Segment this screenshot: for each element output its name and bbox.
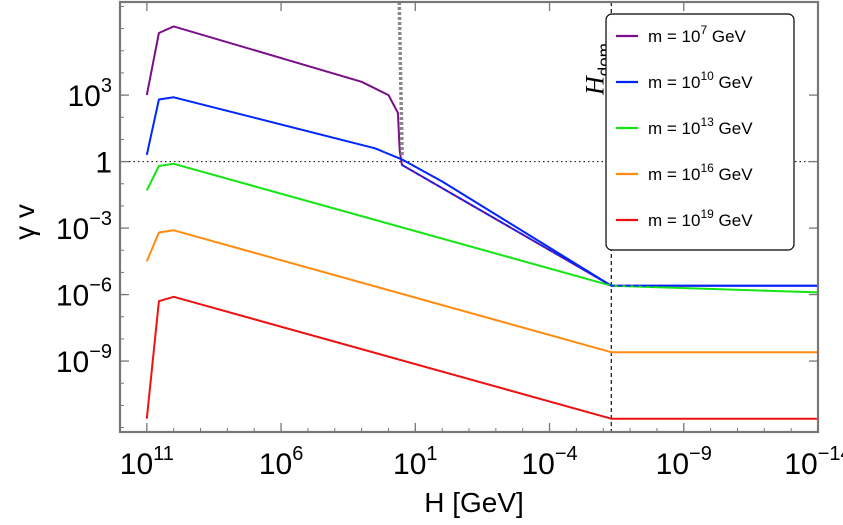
x-tick-base: 10: [120, 448, 153, 481]
x-tick-label-5: 10−9: [656, 443, 712, 481]
y-tick-exp: −9: [89, 341, 112, 363]
gray-dotted-transition: [397, 2, 404, 158]
legend-label-4: m = 1016 GeV: [648, 161, 753, 184]
y-tick-exp: −3: [89, 208, 112, 230]
y-tick-label-1: 103: [68, 75, 113, 113]
x-tick-label-3: 101: [393, 443, 438, 481]
y-tick-base: 10: [56, 280, 89, 313]
x-tick-exp: −4: [555, 443, 578, 465]
legend-label-exp: 16: [700, 161, 714, 175]
legend-label-unit: GeV: [707, 27, 746, 46]
legend-label-exp: 10: [700, 69, 714, 83]
x-tick-base: 10: [784, 448, 817, 481]
x-tick-base: 10: [259, 448, 292, 481]
x-tick-exp: 6: [292, 443, 303, 465]
legend-label-2: m = 1010 GeV: [648, 69, 753, 92]
series-line-5: [145, 295, 818, 420]
legend-label-exp: 7: [700, 23, 707, 37]
legend-label-main: m = 10: [648, 119, 700, 138]
y-tick-base: 10: [56, 346, 89, 379]
y-axis-label: γ v: [9, 204, 40, 240]
y-tick-label-3: 10−3: [56, 208, 112, 246]
y-tick-label-4: 10−6: [56, 275, 112, 313]
legend-box: [605, 13, 795, 251]
x-tick-exp: 1: [426, 443, 437, 465]
y-tick-exp: 3: [101, 75, 112, 97]
blue-dashed-overlay: [401, 164, 818, 287]
x-tick-label-1: 1011: [120, 443, 174, 481]
y-tick-base: 1: [95, 147, 112, 180]
y-tick-base: 10: [68, 80, 101, 113]
legend-label-main: m = 10: [648, 27, 700, 46]
legend-label-unit: GeV: [714, 73, 753, 92]
x-tick-exp: 11: [153, 443, 174, 465]
legend-label-exp: 19: [700, 207, 714, 221]
legend-label-3: m = 1013 GeV: [648, 115, 753, 138]
legend-label-unit: GeV: [714, 119, 753, 138]
x-tick-base: 10: [521, 448, 554, 481]
h-dom-label-main: H: [580, 75, 609, 96]
x-axis-label: H [GeV]: [424, 487, 524, 518]
x-tick-base: 10: [393, 448, 426, 481]
y-tick-exp: −6: [89, 275, 112, 297]
x-tick-exp: −14: [818, 443, 843, 465]
ticks: [120, 2, 819, 432]
x-tick-label-2: 106: [259, 443, 304, 481]
legend-label-unit: GeV: [714, 211, 753, 230]
x-tick-label-4: 10−4: [521, 443, 577, 481]
legend-label-main: m = 10: [648, 211, 700, 230]
plot-area: Hdom: [118, 0, 820, 434]
series-line-4: [145, 229, 818, 354]
y-tick-label-5: 10−9: [56, 341, 112, 379]
legend-label-unit: GeV: [714, 165, 753, 184]
y-tick-base: 10: [56, 213, 89, 246]
legend-label-1: m = 107 GeV: [648, 23, 747, 46]
series-line-2: [145, 96, 818, 287]
legend-label-exp: 13: [700, 115, 714, 129]
x-tick-base: 10: [656, 448, 689, 481]
y-tick-label-2: 1: [95, 147, 112, 180]
series-line-3: [145, 162, 818, 294]
legend-label-5: m = 1019 GeV: [648, 207, 753, 230]
legend-label-main: m = 10: [648, 165, 700, 184]
legend-label-main: m = 10: [648, 73, 700, 92]
x-tick-label-6: 10−14: [784, 443, 843, 481]
x-tick-exp: −9: [689, 443, 712, 465]
